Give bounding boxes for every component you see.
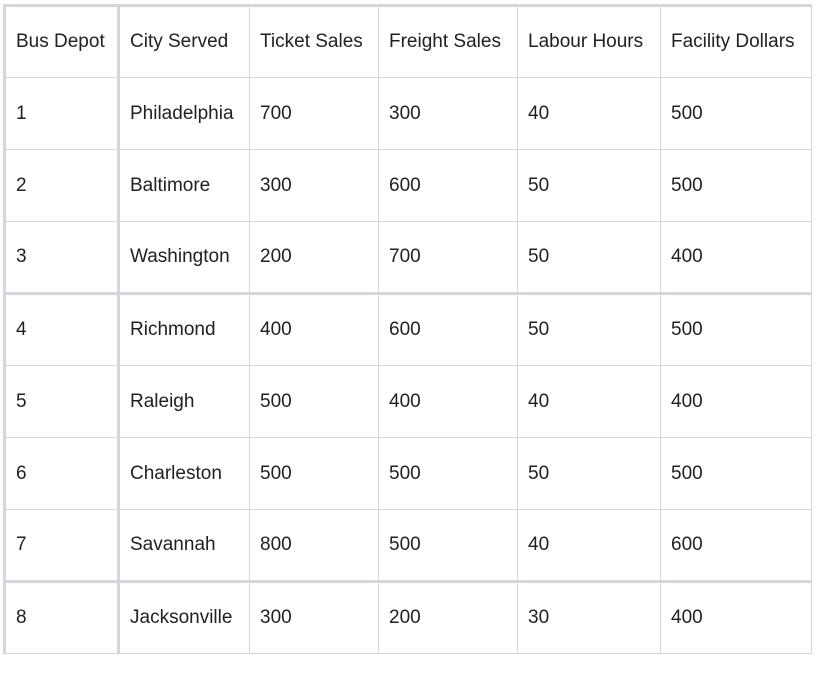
header-city-served: City Served — [118, 5, 250, 78]
cell-facility-dollars: 400 — [660, 580, 812, 654]
cell-bus-depot: 6 — [4, 437, 120, 510]
cell-ticket-sales: 300 — [249, 149, 379, 222]
cell-labour-hours: 40 — [517, 509, 661, 582]
header-facility-dollars: Facility Dollars — [660, 5, 812, 78]
cell-bus-depot: 3 — [4, 221, 120, 294]
cell-facility-dollars: 500 — [660, 149, 812, 222]
bus-depot-table: Bus Depot City Served Ticket Sales Freig… — [3, 4, 812, 654]
cell-city-served: Richmond — [118, 292, 250, 366]
table-row: 7 Savannah 800 500 40 600 — [4, 509, 812, 582]
cell-labour-hours: 40 — [517, 77, 661, 150]
table-row: 4 Richmond 400 600 50 500 — [4, 292, 812, 366]
header-ticket-sales: Ticket Sales — [249, 5, 379, 78]
cell-bus-depot: 1 — [4, 77, 120, 150]
cell-bus-depot: 7 — [4, 509, 120, 582]
cell-ticket-sales: 200 — [249, 221, 379, 294]
cell-bus-depot: 4 — [4, 292, 120, 366]
cell-ticket-sales: 400 — [249, 292, 379, 366]
cell-freight-sales: 200 — [378, 580, 518, 654]
table-row: 6 Charleston 500 500 50 500 — [4, 437, 812, 510]
table-row: 2 Baltimore 300 600 50 500 — [4, 149, 812, 222]
table-row: 3 Washington 200 700 50 400 — [4, 221, 812, 294]
cell-facility-dollars: 500 — [660, 437, 812, 510]
header-freight-sales: Freight Sales — [378, 5, 518, 78]
cell-freight-sales: 600 — [378, 292, 518, 366]
cell-ticket-sales: 700 — [249, 77, 379, 150]
cell-city-served: Jacksonville — [118, 580, 250, 654]
cell-city-served: Savannah — [118, 509, 250, 582]
cell-bus-depot: 8 — [4, 580, 120, 654]
cell-facility-dollars: 500 — [660, 292, 812, 366]
cell-city-served: Baltimore — [118, 149, 250, 222]
cell-ticket-sales: 800 — [249, 509, 379, 582]
cell-freight-sales: 600 — [378, 149, 518, 222]
header-labour-hours: Labour Hours — [517, 5, 661, 78]
cell-labour-hours: 50 — [517, 437, 661, 510]
header-row: Bus Depot City Served Ticket Sales Freig… — [4, 5, 812, 78]
cell-facility-dollars: 400 — [660, 221, 812, 294]
cell-city-served: Philadelphia — [118, 77, 250, 150]
cell-labour-hours: 50 — [517, 149, 661, 222]
cell-city-served: Charleston — [118, 437, 250, 510]
cell-labour-hours: 50 — [517, 221, 661, 294]
cell-freight-sales: 300 — [378, 77, 518, 150]
cell-bus-depot: 5 — [4, 365, 120, 438]
cell-freight-sales: 500 — [378, 437, 518, 510]
table-container: Bus Depot City Served Ticket Sales Freig… — [3, 4, 812, 654]
cell-freight-sales: 400 — [378, 365, 518, 438]
cell-bus-depot: 2 — [4, 149, 120, 222]
cell-ticket-sales: 500 — [249, 365, 379, 438]
cell-facility-dollars: 600 — [660, 509, 812, 582]
cell-ticket-sales: 500 — [249, 437, 379, 510]
table-row: 1 Philadelphia 700 300 40 500 — [4, 77, 812, 150]
cell-city-served: Washington — [118, 221, 250, 294]
header-bus-depot: Bus Depot — [4, 5, 120, 78]
cell-labour-hours: 30 — [517, 580, 661, 654]
cell-labour-hours: 40 — [517, 365, 661, 438]
cell-facility-dollars: 500 — [660, 77, 812, 150]
cell-labour-hours: 50 — [517, 292, 661, 366]
cell-freight-sales: 700 — [378, 221, 518, 294]
cell-city-served: Raleigh — [118, 365, 250, 438]
cell-ticket-sales: 300 — [249, 580, 379, 654]
table-row: 5 Raleigh 500 400 40 400 — [4, 365, 812, 438]
cell-facility-dollars: 400 — [660, 365, 812, 438]
table-row: 8 Jacksonville 300 200 30 400 — [4, 580, 812, 654]
cell-freight-sales: 500 — [378, 509, 518, 582]
